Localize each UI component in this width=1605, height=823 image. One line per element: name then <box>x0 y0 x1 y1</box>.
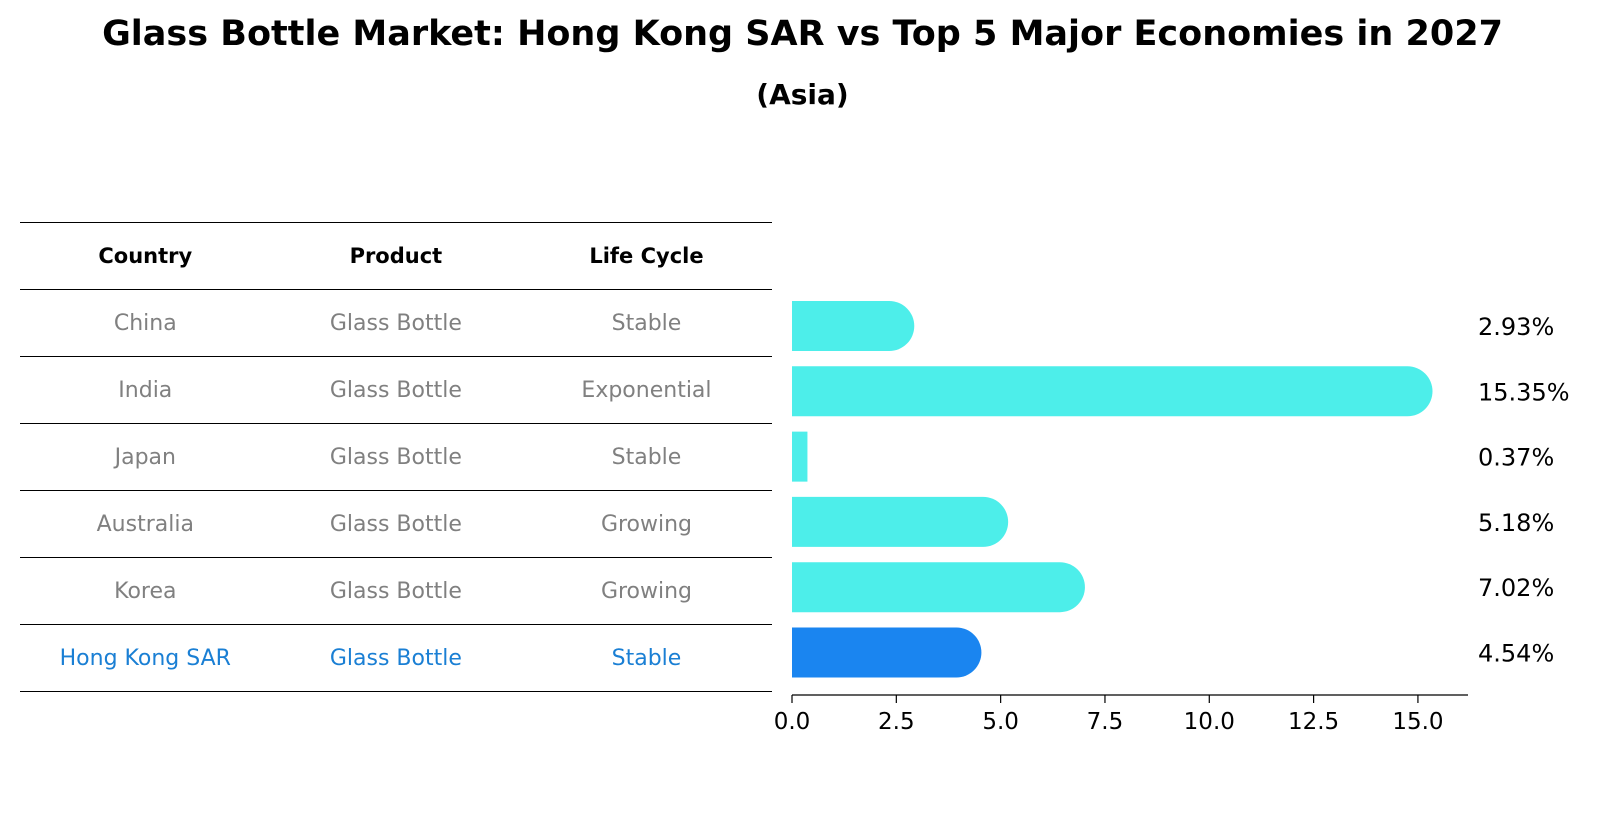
product-cell: Glass Bottle <box>329 578 462 604</box>
table-row: China Glass Bottle Stable <box>20 290 772 357</box>
table-row-highlight: Hong Kong SAR Glass Bottle Stable <box>20 625 772 692</box>
country-cell: Korea <box>114 578 177 604</box>
product-cell: Glass Bottle <box>329 310 462 336</box>
life-cycle-cell: Growing <box>600 511 693 537</box>
table-row: Japan Glass Bottle Stable <box>20 424 772 491</box>
life-cycle-cell: Stable <box>611 444 682 470</box>
product-cell: Glass Bottle <box>329 511 462 537</box>
chart-title: Glass Bottle Market: Hong Kong SAR vs To… <box>102 14 1503 54</box>
bar <box>792 496 1009 547</box>
product-cell: Glass Bottle <box>329 377 462 403</box>
table-row: Korea Glass Bottle Growing <box>20 558 772 625</box>
value-label: 5.18% <box>1478 509 1554 537</box>
x-tick-label: 7.5 <box>1087 709 1124 735</box>
bar <box>792 301 915 351</box>
header-life-cycle: Life Cycle <box>589 244 704 268</box>
life-cycle-cell: Growing <box>600 578 693 604</box>
header-product: Product <box>349 244 443 268</box>
life-cycle-cell: Stable <box>611 310 682 336</box>
life-cycle-cell: Stable <box>611 645 682 671</box>
value-label: 4.54% <box>1478 640 1554 668</box>
table-row: India Glass Bottle Exponential <box>20 357 772 424</box>
table-row: Australia Glass Bottle Growing <box>20 491 772 558</box>
country-cell: Australia <box>96 511 194 537</box>
value-label: 0.37% <box>1478 444 1554 472</box>
x-tick-label: 12.5 <box>1288 709 1339 735</box>
life-cycle-cell: Exponential <box>581 377 712 403</box>
table-header-row: Country Product Life Cycle <box>20 222 772 290</box>
bar-highlight <box>792 627 982 678</box>
x-tick-label: 5.0 <box>982 709 1019 735</box>
value-label: 2.93% <box>1478 313 1554 341</box>
value-label: 7.02% <box>1478 574 1554 602</box>
country-cell: Japan <box>114 444 176 470</box>
header-country: Country <box>98 244 193 268</box>
product-cell: Glass Bottle <box>329 444 462 470</box>
country-cell: India <box>118 377 173 403</box>
x-tick-label: 2.5 <box>878 709 915 735</box>
x-tick-label: 15.0 <box>1392 709 1443 735</box>
country-cell: China <box>113 310 177 336</box>
bar <box>792 431 808 482</box>
data-table: Country Product Life Cycle China Glass B… <box>20 222 772 692</box>
value-label: 15.35% <box>1478 378 1570 406</box>
chart-subtitle: (Asia) <box>756 78 849 111</box>
x-tick-label: 0.0 <box>774 709 811 735</box>
bar <box>792 366 1433 417</box>
x-tick-label: 10.0 <box>1184 709 1235 735</box>
country-cell: Hong Kong SAR <box>59 645 231 671</box>
bar <box>792 562 1085 613</box>
product-cell: Glass Bottle <box>329 645 462 671</box>
